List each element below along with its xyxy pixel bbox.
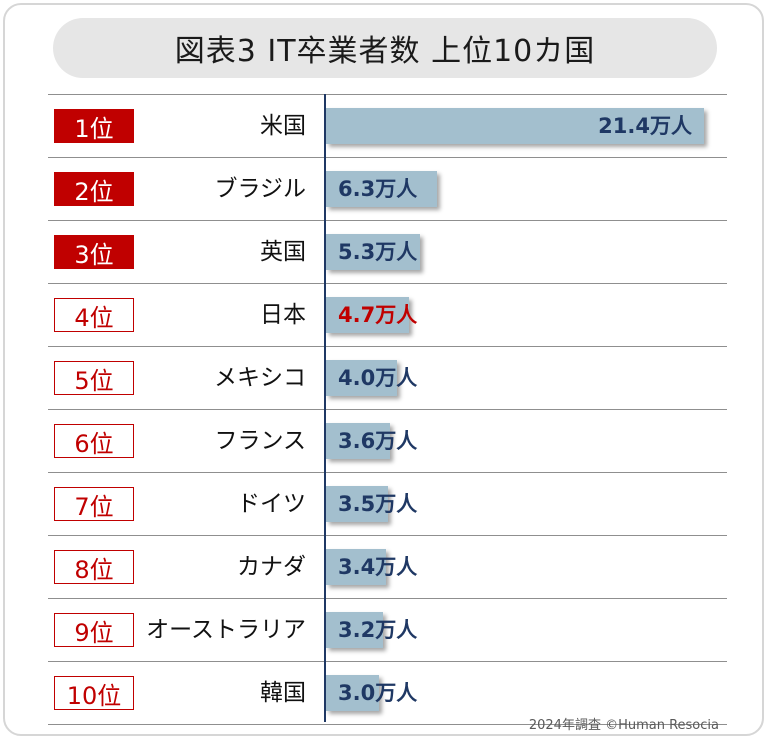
bar [326, 171, 437, 207]
data-label: 4.7万人 [338, 303, 418, 327]
data-label: 3.5万人 [338, 492, 418, 516]
category-label: ドイツ [237, 491, 306, 517]
rank-badge: 7位 [54, 487, 134, 521]
data-label: 6.3万人 [338, 177, 418, 201]
bar [326, 423, 390, 459]
rank-badge: 3位 [54, 235, 134, 269]
chart-row: 6位 フランス 3.6万人 [48, 409, 727, 472]
data-label: 21.4万人 [598, 114, 692, 138]
category-label: 米国 [260, 113, 306, 139]
data-label: 3.0万人 [338, 681, 418, 705]
rank-badge: 8位 [54, 550, 134, 584]
category-label: カナダ [237, 554, 306, 580]
data-label: 3.2万人 [338, 618, 418, 642]
rank-badge: 4位 [54, 298, 134, 332]
bar [326, 108, 704, 144]
bar [326, 234, 420, 270]
chart-row: 3位 英国 5.3万人 [48, 220, 727, 283]
bar [326, 360, 397, 396]
category-label: メキシコ [214, 365, 306, 391]
data-label: 3.4万人 [338, 555, 418, 579]
category-label: 英国 [260, 239, 306, 265]
data-label: 4.0万人 [338, 366, 418, 390]
chart-row: 4位 日本 4.7万人 [48, 283, 727, 346]
y-axis-line [324, 94, 326, 722]
chart-row: 2位 ブラジル 6.3万人 [48, 157, 727, 220]
bar-rows: 1位 米国 21.4万人 2位 ブラジル 6.3万人 3位 英国 5.3万人 4位 日本 4.7万人 5… [48, 94, 727, 725]
chart-title: 図表3 IT卒業者数 上位10カ国 [53, 18, 717, 78]
bar [326, 675, 379, 711]
bar [326, 612, 383, 648]
chart-row: 5位 メキシコ 4.0万人 [48, 346, 727, 409]
category-label: 韓国 [260, 680, 306, 706]
category-label: フランス [214, 428, 306, 454]
bar [326, 486, 388, 522]
data-label: 3.6万人 [338, 429, 418, 453]
bar [326, 549, 386, 585]
rank-badge: 10位 [54, 676, 134, 710]
rank-badge: 9位 [54, 613, 134, 647]
chart-row: 7位 ドイツ 3.5万人 [48, 472, 727, 535]
data-label: 5.3万人 [338, 240, 418, 264]
chart-row: 8位 カナダ 3.4万人 [48, 535, 727, 598]
footer-credit: 2024年調査 ©Human Resocia [528, 718, 719, 733]
chart-row: 1位 米国 21.4万人 [48, 94, 727, 157]
rank-badge: 5位 [54, 361, 134, 395]
chart-row: 9位 オーストラリア 3.2万人 [48, 598, 727, 661]
category-label: 日本 [260, 302, 306, 328]
rank-badge: 1位 [54, 109, 134, 143]
chart-row: 10位 韓国 3.0万人 [48, 661, 727, 725]
bar [326, 297, 409, 333]
rank-badge: 2位 [54, 172, 134, 206]
category-label: オーストラリア [146, 617, 306, 643]
rank-badge: 6位 [54, 424, 134, 458]
category-label: ブラジル [214, 176, 306, 202]
